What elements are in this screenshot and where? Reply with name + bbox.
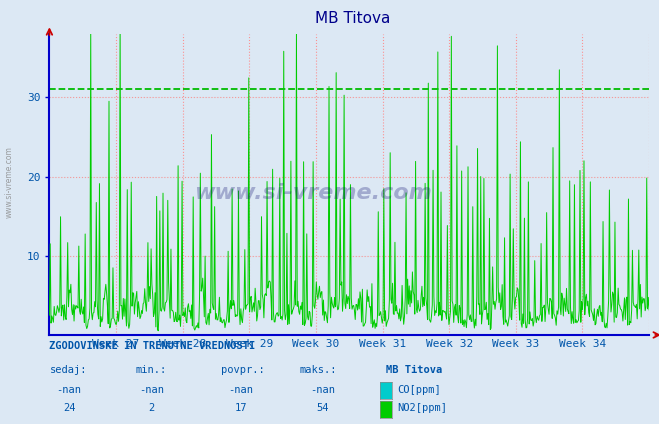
Text: CO[ppm]: CO[ppm] <box>397 385 441 395</box>
Text: 17: 17 <box>235 403 246 413</box>
Text: povpr.:: povpr.: <box>221 365 264 375</box>
Text: ZGODOVINSKE IN TRENUTNE VREDNOSTI: ZGODOVINSKE IN TRENUTNE VREDNOSTI <box>49 341 256 351</box>
Text: NO2[ppm]: NO2[ppm] <box>397 403 447 413</box>
Text: www.si-vreme.com: www.si-vreme.com <box>194 184 432 204</box>
Text: 54: 54 <box>317 403 329 413</box>
Text: -nan: -nan <box>139 385 164 395</box>
Text: -nan: -nan <box>57 385 82 395</box>
Text: 2: 2 <box>148 403 155 413</box>
Text: maks.:: maks.: <box>300 365 337 375</box>
Text: sedaj:: sedaj: <box>49 365 87 375</box>
Text: min.:: min.: <box>135 365 166 375</box>
Text: -nan: -nan <box>228 385 253 395</box>
Text: 24: 24 <box>63 403 75 413</box>
Text: -nan: -nan <box>310 385 335 395</box>
Text: MB Titova: MB Titova <box>386 365 442 375</box>
Text: MB Titova: MB Titova <box>315 11 390 25</box>
Text: www.si-vreme.com: www.si-vreme.com <box>5 146 14 218</box>
